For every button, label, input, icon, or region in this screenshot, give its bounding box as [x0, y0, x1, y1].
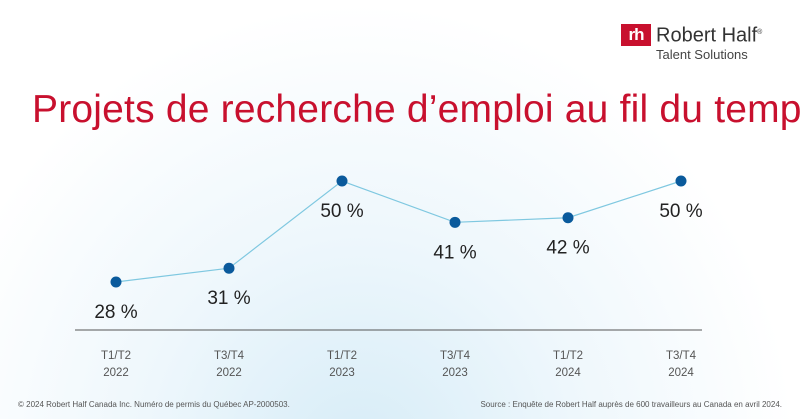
- data-point: [675, 175, 687, 187]
- x-tick-label: T1/T2: [327, 350, 357, 362]
- logo-mark: rh: [621, 24, 651, 46]
- data-label: 28 %: [94, 302, 137, 323]
- logo-subtitle: Talent Solutions: [656, 46, 748, 62]
- x-tick-label: 2022: [216, 367, 242, 379]
- data-label: 41 %: [433, 242, 476, 263]
- data-point: [223, 262, 235, 274]
- data-label: 31 %: [207, 288, 250, 309]
- x-tick-label: 2023: [442, 367, 468, 379]
- x-tick-label: T3/T4: [440, 350, 471, 362]
- data-point: [336, 175, 348, 187]
- x-tick-label: 2024: [668, 367, 694, 379]
- x-tick-label: 2023: [329, 367, 355, 379]
- data-label: 50 %: [659, 201, 702, 222]
- x-tick-label: T3/T4: [666, 350, 697, 362]
- source-note: Source : Enquête de Robert Half auprès d…: [480, 400, 782, 409]
- data-point: [449, 216, 461, 228]
- chart-title: Projets de recherche d’emploi au fil du …: [32, 88, 800, 131]
- data-label: 42 %: [546, 238, 589, 259]
- x-tick-label: 2024: [555, 367, 581, 379]
- x-tick-label: T1/T2: [101, 350, 131, 362]
- logo-name: Robert Half: [656, 24, 758, 47]
- series-line: [115, 180, 682, 283]
- registered-mark: ®: [757, 29, 763, 36]
- copyright-note: © 2024 Robert Half Canada Inc. Numéro de…: [18, 400, 290, 409]
- x-tick-label: T3/T4: [214, 350, 245, 362]
- data-point: [562, 212, 574, 224]
- robert-half-logo: rh Robert Half® Talent Solutions: [621, 22, 762, 62]
- data-point: [110, 276, 122, 288]
- data-label: 50 %: [320, 201, 363, 222]
- x-tick-label: 2022: [103, 367, 129, 379]
- x-tick-label: T1/T2: [553, 350, 583, 362]
